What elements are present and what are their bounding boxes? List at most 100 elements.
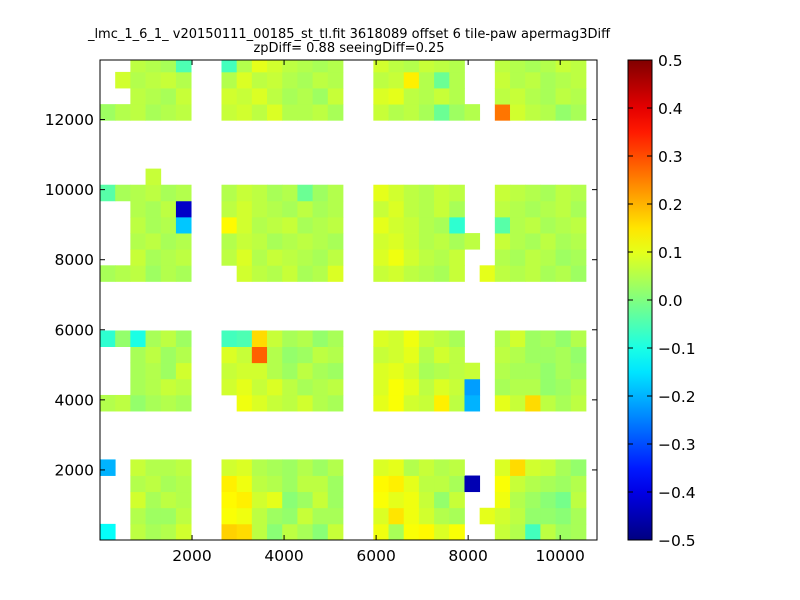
heatmap-cell (175, 378, 192, 396)
heatmap-cell (525, 200, 541, 218)
heatmap-cell (236, 233, 253, 250)
colorbar-tick-label: −0.5 (658, 532, 696, 550)
heatmap-cell (388, 507, 405, 525)
heatmap-cell (494, 200, 511, 218)
heatmap-cell (282, 475, 298, 493)
heatmap-cell (494, 346, 511, 364)
x-tick-label: 10000 (536, 547, 585, 565)
heatmap-cell (525, 491, 541, 509)
heatmap-cell (145, 491, 162, 509)
heatmap-cell (570, 200, 587, 218)
heatmap-cell (251, 362, 268, 380)
heatmap-cell (555, 475, 572, 493)
heatmap-cell (449, 200, 465, 218)
x-tick-label: 8000 (448, 547, 487, 565)
heatmap-cell (418, 184, 435, 202)
heatmap-cell (388, 475, 405, 493)
heatmap-cell (570, 265, 587, 282)
heatmap-cell (297, 88, 314, 105)
heatmap-cell (510, 459, 526, 476)
heatmap-cell (510, 88, 526, 105)
heatmap-cell (449, 394, 465, 412)
heatmap-cell (282, 71, 298, 89)
heatmap-cell (236, 475, 253, 493)
heatmap-cell (418, 216, 435, 234)
heatmap-cell (494, 459, 511, 476)
y-tick-label: 8000 (55, 251, 94, 269)
heatmap-cell (236, 104, 253, 121)
heatmap-cell (540, 216, 556, 234)
heatmap-cell (145, 378, 162, 396)
heatmap-cell (221, 249, 238, 266)
heatmap-cell (267, 475, 283, 493)
heatmap-cell (464, 394, 481, 412)
heatmap-cell (175, 200, 192, 218)
heatmap-cell (282, 184, 298, 202)
colorbar-tick-label: 0.3 (658, 148, 683, 166)
heatmap-cell (175, 60, 192, 73)
heatmap-cell (130, 330, 146, 347)
heatmap-cell (403, 88, 420, 105)
heatmap-cell (540, 330, 556, 347)
heatmap-cell (160, 60, 177, 73)
heatmap-cell (510, 265, 526, 282)
heatmap-cell (449, 507, 465, 525)
heatmap-cell (175, 71, 192, 89)
heatmap-cell (510, 60, 526, 73)
heatmap-cell (540, 523, 556, 541)
heatmap-cell (312, 233, 329, 250)
heatmap-cell (449, 265, 465, 282)
heatmap-cell (434, 362, 450, 380)
heatmap-cell (267, 71, 283, 89)
heatmap-cell (525, 104, 541, 121)
heatmap-cell (236, 71, 253, 89)
heatmap-cell (555, 330, 572, 347)
heatmap-cell (221, 233, 238, 250)
heatmap-cell (297, 104, 314, 121)
heatmap-cell (434, 71, 450, 89)
heatmap-cell (494, 60, 511, 73)
heatmap-cell (449, 475, 465, 493)
heatmap-cells (100, 60, 587, 541)
heatmap-cell (570, 459, 587, 476)
heatmap-cell (130, 216, 146, 234)
heatmap-cell (100, 184, 116, 202)
heatmap-cell (312, 523, 329, 541)
y-axis: 2000 4000 6000 8000 10000 12000 (45, 111, 597, 479)
plot-frame (99, 59, 598, 541)
heatmap-cell (297, 459, 314, 476)
heatmap-cell (525, 459, 541, 476)
heatmap-cell (510, 491, 526, 509)
heatmap-cell (327, 249, 344, 266)
heatmap-cell (130, 459, 146, 476)
heatmap-cell (100, 330, 116, 347)
heatmap-cell (418, 60, 435, 73)
heatmap-cell (373, 330, 389, 347)
heatmap-cell (130, 104, 146, 121)
heatmap-cell (282, 507, 298, 525)
heatmap-cell (418, 507, 435, 525)
heatmap-cell (297, 60, 314, 73)
heatmap-cell (555, 233, 572, 250)
heatmap-cell (297, 507, 314, 525)
heatmap-cell (373, 475, 389, 493)
heatmap-cell (327, 523, 344, 541)
heatmap-cell (297, 200, 314, 218)
heatmap-cell (297, 378, 314, 396)
heatmap-cell (418, 249, 435, 266)
heatmap-cell (525, 330, 541, 347)
heatmap-cell (267, 394, 283, 412)
heatmap-cell (251, 71, 268, 89)
heatmap-cell (540, 507, 556, 525)
heatmap-cell (494, 88, 511, 105)
heatmap-cell (282, 394, 298, 412)
heatmap-cell (251, 491, 268, 509)
heatmap-cell (525, 249, 541, 266)
heatmap-cell (221, 330, 238, 347)
heatmap-cell (540, 491, 556, 509)
heatmap-cell (236, 200, 253, 218)
heatmap-cell (388, 88, 405, 105)
heatmap-cell (175, 362, 192, 380)
heatmap-cell (327, 330, 344, 347)
heatmap-cell (236, 88, 253, 105)
